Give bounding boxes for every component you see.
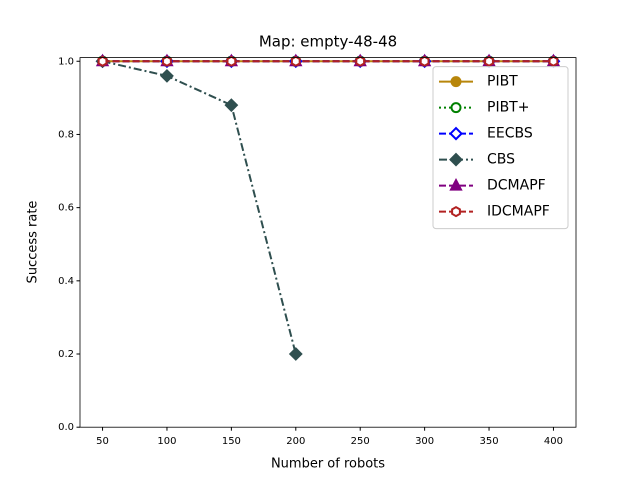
legend-label: PIBT [487,74,518,90]
x-tick-label: 200 [286,436,305,447]
plot-frame [79,57,577,428]
legend-marker [449,126,463,141]
marker [224,98,239,113]
marker [97,55,108,67]
y-tick-label: 0.0 [58,422,74,433]
legend: PIBT PIBT+ EECBS CBS DCMAPF IDCMAPF [432,66,569,230]
y-tick-label: 0.6 [58,203,74,214]
chart-title: Map: empty-48-48 [259,33,397,51]
marker [226,55,237,67]
marker [290,55,301,67]
legend-label: PIBT+ [487,100,529,116]
x-tick-label: 300 [415,436,434,447]
series-line [102,60,297,355]
y-tick-label: 0.2 [58,349,74,360]
marker [484,55,494,67]
legend-marker [450,102,462,114]
marker [548,55,559,67]
marker [419,55,430,67]
x-tick-label: 100 [157,436,176,447]
y-axis-label: Success rate [26,201,41,284]
x-tick-label: 250 [351,436,370,447]
y-tick-label: 0.8 [58,129,74,140]
legend-marker [450,76,462,88]
marker [160,68,174,83]
legend-box [432,66,569,230]
x-tick-label: 400 [544,436,563,447]
x-tick-label: 150 [222,436,241,447]
y-tick-label: 1.0 [58,56,74,67]
marker [162,55,172,67]
legend-marker [449,152,463,167]
marker [355,55,366,67]
marker [288,347,303,361]
legend-marker [449,177,463,191]
legend-label: CBS [487,152,515,168]
x-axis-label: Number of robots [271,457,385,472]
legend-label: DCMAPF [487,178,546,194]
legend-label: EECBS [487,126,533,142]
y-tick-label: 0.4 [58,276,74,287]
x-tick-label: 50 [96,436,109,447]
legend-marker [451,205,461,218]
legend-label: IDCMAPF [487,204,550,220]
x-tick-label: 350 [479,436,498,447]
